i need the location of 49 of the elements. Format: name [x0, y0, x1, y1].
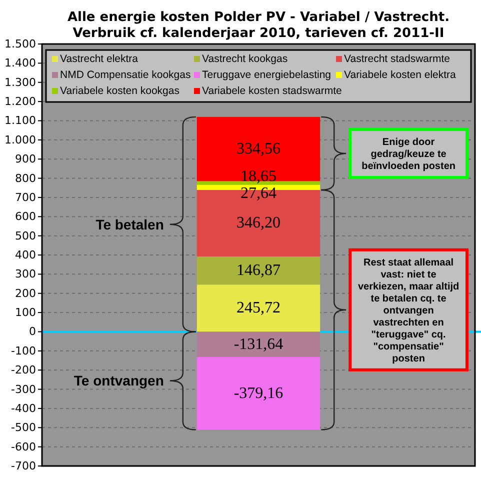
y-tick-label: 1.000 — [4, 133, 36, 146]
legend-label: Vastrecht elektra — [60, 53, 138, 65]
chart-title: Alle energie kosten Polder PV - Variabel / Vastrecht. Verbruik cf. kalenderjaar 2010, tarieven cf. 2011-II — [67, 10, 450, 41]
legend-label: Vastrecht stadswarmte — [344, 53, 450, 65]
y-tick-label: 400 — [15, 248, 36, 262]
legend-label: Vastrecht kookgas — [202, 53, 288, 65]
y-tick-label: 1.500 — [4, 38, 36, 50]
y-tick-label: 800 — [15, 172, 36, 185]
data-label: -379,16 — [234, 384, 284, 402]
y-tick-label: 300 — [15, 268, 36, 281]
y-tick-label: 1.300 — [4, 76, 36, 89]
legend-label: NMD Compensatie kookgas — [60, 69, 191, 81]
y-tick-label: -100 — [11, 344, 36, 358]
y-tick-label: 600 — [15, 210, 36, 224]
data-label: 334,56 — [236, 140, 280, 158]
y-tick-label: 500 — [15, 229, 36, 242]
annotation: Te betalen — [96, 216, 164, 232]
bar — [196, 284, 320, 332]
y-tick-label: 0 — [29, 325, 36, 338]
y-tick-label: 900 — [15, 152, 36, 166]
bar — [196, 356, 320, 430]
annotation: Enige door gedrag/keuze te beïnvloeden posten — [362, 136, 456, 172]
y-tick-label: 1.200 — [4, 95, 36, 108]
data-label: 245,72 — [236, 300, 280, 317]
y-tick-label: 1.400 — [4, 56, 36, 70]
y-tick-label: 1.100 — [4, 114, 36, 128]
annotation: Te ontvangen — [74, 372, 164, 389]
data-label: -131,64 — [234, 336, 284, 353]
legend-label: Teruggave energiebelasting — [202, 69, 332, 81]
y-tick-label: -700 — [11, 460, 36, 472]
data-label: 346,20 — [236, 214, 280, 232]
y-tick-label: 700 — [15, 190, 36, 204]
bar — [196, 256, 320, 285]
y-tick-label: 100 — [15, 306, 36, 320]
text: Rest staat allemaal vast: niet te verkiezen, maar altijd te betalen cq. te ontvangen vastrechten en "teruggave" cq. "compensatie" posten — [358, 257, 460, 364]
legend-label: Variabele kosten elektra — [344, 69, 456, 81]
data-label: 27,64 — [240, 185, 276, 202]
y-tick-label: 200 — [15, 286, 36, 300]
y-tick-label: -600 — [11, 440, 36, 454]
y-tick-label: -500 — [11, 421, 36, 434]
bar — [196, 116, 320, 182]
bar — [196, 332, 320, 357]
y-tick-label: -300 — [11, 382, 36, 396]
legend-label: Variabele kosten kookgas — [60, 85, 180, 97]
legend-label: Variabele kosten stadswarmte — [202, 85, 342, 97]
y-tick-label: -400 — [11, 402, 36, 415]
y-tick-label: -200 — [11, 364, 36, 377]
data-label: 18,65 — [240, 168, 276, 186]
data-label: 146,87 — [236, 262, 280, 280]
